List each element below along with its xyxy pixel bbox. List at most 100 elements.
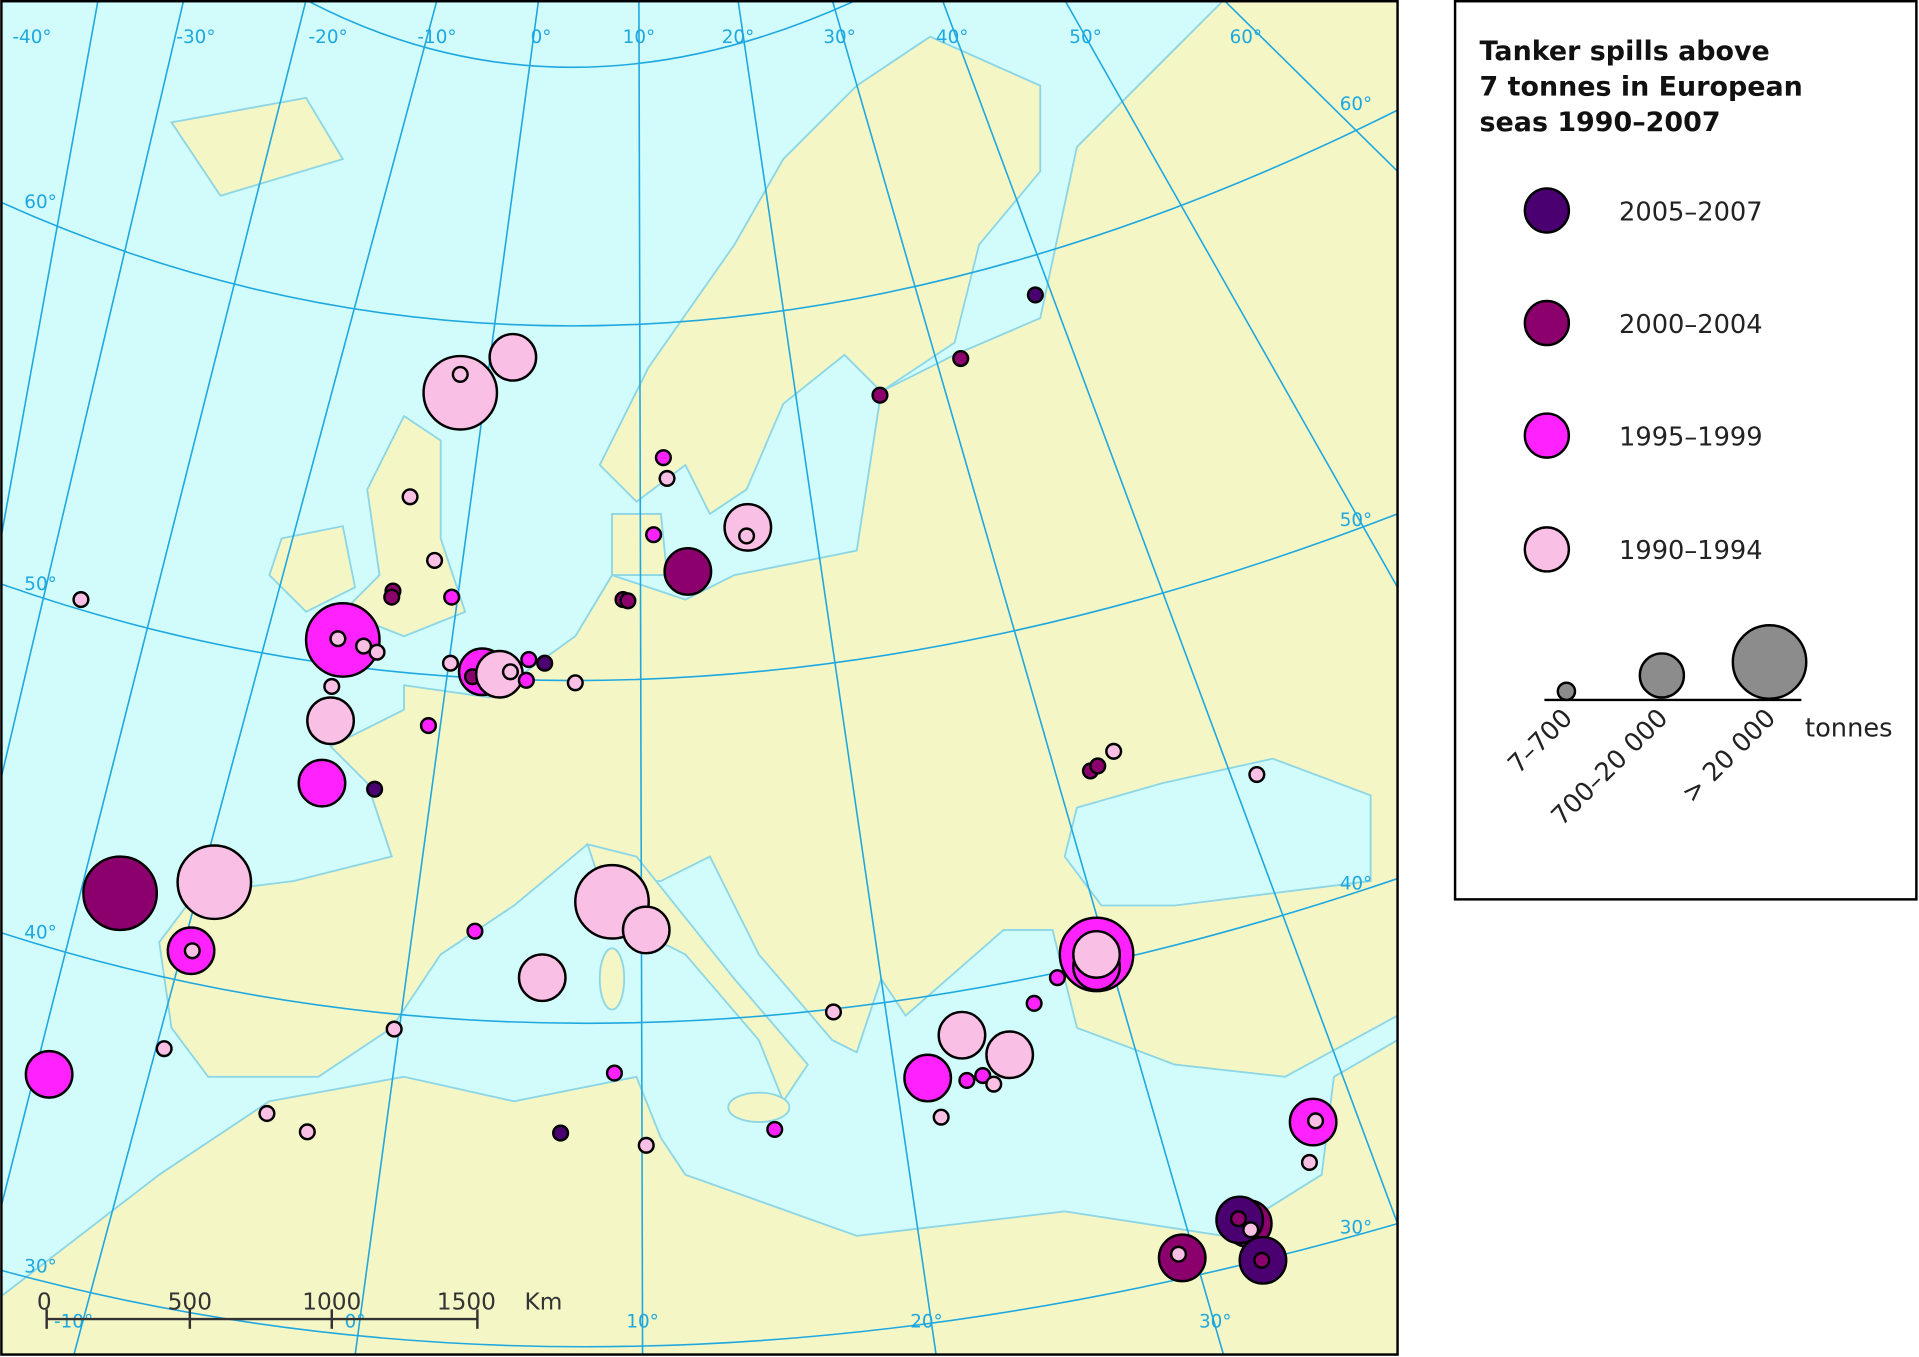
graticule-label: 40°: [24, 923, 57, 944]
graticule-label: 20°: [910, 1312, 943, 1333]
legend-title: seas 1990–2007: [1480, 107, 1721, 138]
scale-label: Km: [525, 1288, 563, 1315]
spill: [368, 643, 386, 661]
graticule-label: 40°: [1340, 874, 1373, 895]
spill: [723, 502, 773, 552]
spill: [654, 449, 672, 467]
size-swatch: [1556, 681, 1577, 702]
legend-label: 1995–1999: [1619, 422, 1763, 452]
size-swatch: [1731, 624, 1808, 700]
meridian: [638, 1, 644, 1355]
spill: [952, 349, 970, 368]
spill: [1025, 994, 1043, 1012]
graticule-label: 50°: [24, 574, 57, 595]
spill: [985, 1075, 1003, 1093]
spill: [82, 855, 159, 932]
spill: [645, 526, 663, 544]
graticule-label: 50°: [1069, 27, 1102, 48]
scale-label: 0: [37, 1288, 52, 1315]
spill: [621, 905, 671, 955]
spill: [24, 1049, 74, 1099]
meridian: [354, 1, 540, 1355]
graticule-labels: -40° -30° -20° -10° 0° 10° 20° 30° 40° 50° 60° 60° 5…: [12, 27, 1372, 1333]
graticule-label: 30°: [1199, 1312, 1232, 1333]
spill: [517, 953, 567, 1003]
spill: [619, 592, 637, 610]
spill: [871, 386, 889, 404]
spill: [932, 1108, 950, 1126]
spill: [605, 1064, 624, 1082]
parallel: [1, 109, 1398, 327]
spill: [385, 1020, 403, 1038]
legend-label: 2000–2004: [1619, 310, 1763, 340]
spill: [258, 1104, 276, 1123]
spill: [663, 546, 713, 596]
spill: [552, 1124, 570, 1142]
legend-title: Tanker spills above: [1480, 36, 1770, 67]
legend-label: 2005–2007: [1619, 197, 1763, 227]
legend-swatch: [1523, 187, 1571, 234]
spill: [466, 922, 484, 940]
graticule-label: 10°: [626, 1312, 659, 1333]
graticule-label: 60°: [1230, 27, 1263, 48]
spill: [155, 1040, 173, 1058]
spill: [329, 630, 347, 648]
meridian: [1223, 1, 1398, 172]
spill: [766, 1120, 784, 1138]
unit-label: tonnes: [1805, 714, 1893, 744]
spill: [520, 650, 538, 669]
spill: [306, 696, 356, 746]
meridian: [737, 1, 937, 1355]
meridian: [1, 1, 185, 781]
legend-title: 7 tonnes in European: [1480, 71, 1803, 102]
parallel: [306, 1, 856, 68]
graticule-label: 0°: [531, 27, 552, 48]
spill: [1089, 757, 1107, 775]
spill: [974, 1067, 992, 1085]
parallel: [1, 513, 1398, 682]
spill: [517, 671, 535, 689]
graticule-label: 60°: [1340, 94, 1373, 115]
graticule-label: -10°: [54, 1312, 93, 1333]
legend-swatch: [1523, 526, 1571, 573]
parallel: [1, 877, 1398, 1025]
meridian: [941, 1, 1398, 1224]
graticule-label: 20°: [722, 27, 755, 48]
meridian: [1064, 1, 1398, 588]
spill: [401, 488, 419, 506]
spill: [1248, 765, 1266, 784]
graticule-label: -40°: [12, 27, 51, 48]
map-frame: [0, 0, 1399, 1356]
spill: [1253, 1251, 1271, 1269]
graticule-label: 10°: [623, 27, 656, 48]
graticule-label: 50°: [1340, 510, 1373, 531]
spill: [1169, 1245, 1188, 1263]
spill: [937, 1010, 987, 1060]
spill: [1229, 1210, 1248, 1228]
spill: [355, 637, 373, 655]
spill: [1105, 742, 1123, 760]
spill: [1242, 1221, 1260, 1239]
spill: [658, 469, 676, 488]
graticule-label: 60°: [24, 192, 57, 213]
black-sea: [1063, 757, 1372, 907]
spill: [176, 844, 253, 921]
spill: [1307, 1112, 1325, 1130]
meridian: [831, 1, 1225, 1355]
spill: [501, 663, 519, 681]
spill: [441, 654, 460, 672]
spill: [637, 1136, 655, 1154]
meridian: [73, 1, 438, 1355]
spill: [958, 1071, 976, 1090]
graticule-label: -20°: [309, 27, 348, 48]
map: [1, 1, 1398, 1355]
size-swatch: [1638, 652, 1686, 699]
spill: [738, 527, 756, 545]
spill: [566, 674, 584, 692]
graticule-label: 30°: [823, 27, 856, 48]
graticule-label: -30°: [176, 27, 215, 48]
spill: [383, 588, 401, 606]
graticule-label: -10°: [417, 27, 456, 48]
spill: [366, 780, 384, 798]
